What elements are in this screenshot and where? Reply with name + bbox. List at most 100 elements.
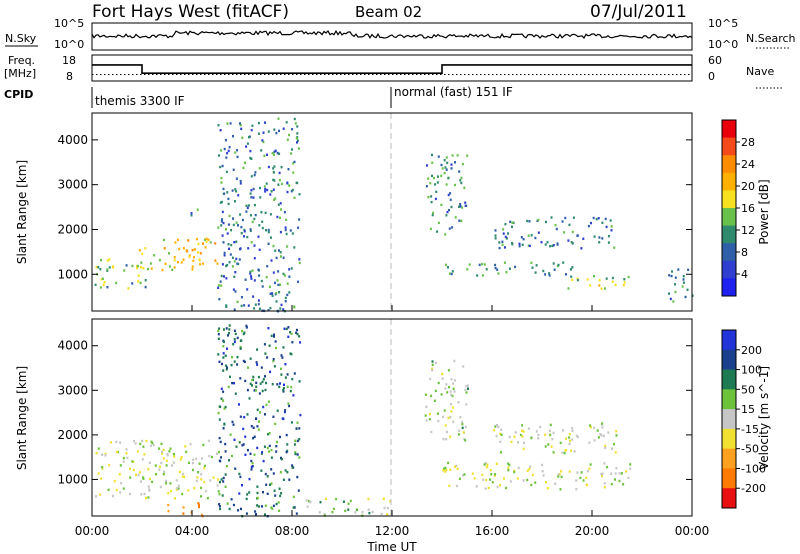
velocity-panel-frame: [91, 318, 693, 517]
power-data-point: [199, 263, 202, 266]
power-data-point: [225, 170, 228, 173]
power-data-point: [265, 182, 268, 185]
power-data-point: [571, 278, 574, 282]
velocity-data-point: [200, 486, 203, 490]
velocity-data-point: [239, 347, 242, 350]
velocity-data-point: [255, 417, 257, 420]
power-colorbar-tick-label: 28: [741, 136, 755, 149]
velocity-data-point: [129, 467, 131, 470]
velocity-data-point: [224, 450, 227, 453]
velocity-data-point: [244, 379, 247, 383]
velocity-data-point: [448, 484, 451, 487]
power-data-point: [551, 244, 554, 248]
velocity-data-point: [287, 326, 290, 329]
velocity-data-point: [232, 503, 235, 507]
power-data-point: [286, 138, 289, 141]
velocity-data-point: [279, 382, 281, 385]
velocity-data-point: [465, 403, 468, 406]
velocity-data-point: [238, 441, 241, 444]
power-data-point: [240, 304, 243, 308]
power-data-point: [582, 237, 585, 240]
power-data-point: [228, 214, 231, 218]
velocity-data-point: [261, 505, 263, 508]
velocity-data-point: [266, 475, 269, 478]
power-data-point: [265, 229, 267, 232]
velocity-data-point: [249, 382, 252, 385]
velocity-data-point: [531, 473, 534, 477]
velocity-data-point: [147, 485, 150, 488]
velocity-data-point: [287, 402, 290, 405]
power-data-point: [227, 149, 230, 153]
velocity-data-point: [520, 429, 523, 432]
velocity-data-point: [264, 413, 266, 416]
power-data-point: [285, 218, 288, 221]
velocity-data-point: [291, 341, 294, 344]
power-data-point: [586, 278, 589, 281]
power-data-point: [240, 127, 243, 131]
velocity-data-point: [290, 332, 293, 335]
velocity-data-point: [298, 427, 301, 430]
velocity-data-point: [575, 488, 578, 491]
velocity-data-point: [262, 378, 265, 381]
velocity-data-point: [244, 453, 247, 456]
velocity-data-point: [450, 410, 453, 413]
x-axis-label: Time UT: [366, 540, 417, 554]
power-data-point: [437, 155, 440, 158]
velocity-data-point: [514, 431, 517, 434]
power-data-point: [623, 278, 626, 281]
velocity-data-point: [519, 433, 522, 437]
velocity-data-point: [288, 404, 291, 408]
power-data-point: [273, 165, 276, 168]
power-data-point: [522, 238, 525, 241]
velocity-data-point: [251, 461, 254, 465]
velocity-data-point: [441, 372, 444, 376]
power-data-point: [131, 264, 134, 268]
velocity-data-point: [283, 327, 286, 330]
x-tick-label: 12:00: [375, 524, 410, 538]
velocity-data-point: [265, 483, 268, 486]
power-data-point: [223, 254, 226, 257]
velocity-data-point: [361, 511, 364, 514]
velocity-data-point: [226, 502, 229, 505]
power-data-point: [188, 255, 191, 259]
power-data-point: [431, 153, 433, 157]
velocity-data-point: [516, 477, 519, 480]
velocity-data-point: [252, 375, 255, 379]
power-data-point: [217, 284, 220, 287]
power-data-point: [278, 171, 281, 175]
power-data-point: [526, 219, 529, 223]
power-data-point: [223, 192, 226, 195]
velocity-data-point: [285, 327, 288, 331]
power-data-point: [115, 281, 118, 285]
power-data-point: [235, 257, 238, 261]
velocity-data-point: [450, 378, 453, 381]
velocity-data-point: [549, 423, 552, 427]
velocity-data-point: [437, 419, 440, 423]
velocity-data-point: [424, 393, 427, 396]
nsearch-tick-bottom: 10^0: [708, 38, 738, 51]
velocity-data-point: [118, 473, 121, 476]
velocity-data-point: [485, 465, 488, 469]
power-data-point: [250, 196, 253, 199]
velocity-data-point: [293, 372, 296, 375]
power-data-point: [262, 140, 265, 144]
velocity-data-point: [544, 445, 547, 448]
velocity-data-point: [280, 458, 283, 461]
power-data-point: [611, 280, 614, 283]
velocity-data-point: [622, 483, 625, 486]
velocity-data-point: [167, 503, 170, 507]
velocity-data-point: [115, 440, 118, 444]
velocity-data-point: [475, 485, 478, 488]
velocity-data-point: [282, 390, 285, 393]
velocity-data-point: [178, 470, 181, 474]
velocity-data-point: [380, 512, 383, 516]
velocity-data-point: [221, 494, 224, 497]
power-data-point: [227, 223, 230, 226]
power-data-point: [250, 277, 253, 280]
power-data-point: [275, 300, 278, 303]
power-data-point: [223, 275, 225, 278]
power-data-point: [674, 290, 677, 294]
velocity-data-point: [225, 465, 228, 468]
power-data-point: [272, 271, 275, 274]
power-data-point: [279, 202, 282, 205]
